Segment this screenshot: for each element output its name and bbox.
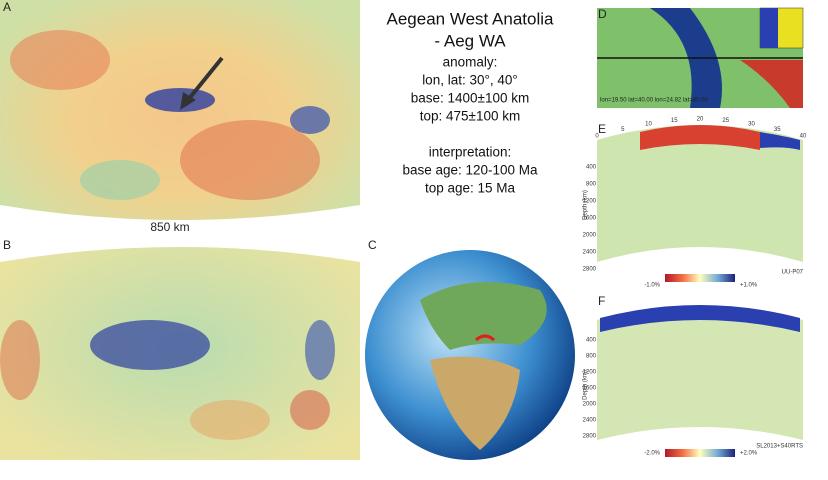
colorbar-min: -2.0%	[644, 451, 660, 457]
title: - Aeg WA	[434, 31, 506, 50]
panel-label: F	[598, 294, 605, 308]
model-name: SL2013+S40RTS	[756, 444, 803, 450]
panel-label: A	[3, 0, 11, 14]
depth-tick-label: 400	[586, 338, 597, 344]
info-line: anomaly:	[443, 55, 498, 70]
colorbar	[665, 449, 735, 457]
model-name: UU-P07	[782, 270, 804, 276]
top-tick-label: 30	[748, 122, 755, 128]
scale-text: 850 km	[150, 220, 189, 234]
top-tick-label: 35	[774, 127, 781, 133]
depth-tick-label: 2800	[583, 267, 597, 273]
map-b	[0, 247, 360, 460]
marker	[475, 334, 495, 342]
depth-tick-label: 800	[586, 354, 597, 360]
panel-label: D	[598, 7, 607, 21]
anomaly	[640, 125, 760, 150]
info-line: top: 475±100 km	[420, 109, 520, 124]
depth-tick-label: 1200	[583, 370, 597, 376]
depth-tick-label: 2400	[583, 250, 597, 256]
title: Aegean West Anatolia	[387, 9, 555, 28]
info-line: base: 1400±100 km	[411, 91, 530, 106]
info-line: top age: 15 Ma	[425, 181, 516, 196]
top-tick-label: 40	[800, 134, 807, 140]
land	[430, 356, 520, 450]
anomaly	[600, 305, 800, 332]
top-tick-label: 15	[671, 118, 678, 124]
top-tick-label: 5	[621, 127, 625, 133]
depth-tick-label: 2000	[583, 233, 597, 239]
info: Aegean West Anatolia - Aeg WA anomaly: l…	[387, 9, 555, 195]
depth-tick-label: 2800	[583, 434, 597, 440]
top-tick-label: 0	[595, 134, 599, 140]
depth-tick-label: 1200	[583, 199, 597, 205]
info-line: lon, lat: 30°, 40°	[422, 73, 518, 88]
axis-label: Depth (km)	[583, 190, 589, 220]
depth-tick-label: 400	[586, 165, 597, 171]
colorbar-max: +1.0%	[740, 283, 758, 289]
top-tick-label: 25	[722, 118, 729, 124]
info-line: interpretation:	[429, 145, 512, 160]
colorbar-min: -1.0%	[644, 283, 660, 289]
ticks: 0 5 10 15 20 25 30 35 40 400 800 1200 1600 2000 2400 28…	[583, 117, 807, 273]
top-tick-label: 10	[645, 122, 652, 128]
info-line: base age: 120-100 Ma	[402, 163, 538, 178]
section-e	[597, 125, 803, 262]
depth-tick-label: 2000	[583, 402, 597, 408]
axis-label: Depth (km)	[583, 370, 589, 400]
depth-tick-label: 1600	[583, 216, 597, 222]
land	[420, 282, 547, 350]
caption: lon=19.50 lat=40.00 lon=24.82 lat=40.00	[600, 98, 708, 104]
panel-label: C	[368, 238, 377, 252]
panel-label: B	[3, 238, 11, 252]
colorbar	[665, 274, 735, 282]
colorbar-max: +2.0%	[740, 451, 758, 457]
map-a	[0, 0, 360, 220]
depth-tick-label: 1600	[583, 386, 597, 392]
section-f	[597, 306, 803, 440]
depth-tick-label: 2400	[583, 418, 597, 424]
anomaly	[760, 132, 800, 150]
panel-label: E	[598, 122, 606, 136]
ticks: 400 800 1200 1600 2000 2400 2800	[583, 338, 597, 440]
depth-tick-label: 800	[586, 182, 597, 188]
map-d: lon=19.50 lat=40.00 lon=24.82 lat=40.00	[597, 7, 804, 108]
top-tick-label: 20	[697, 117, 704, 123]
